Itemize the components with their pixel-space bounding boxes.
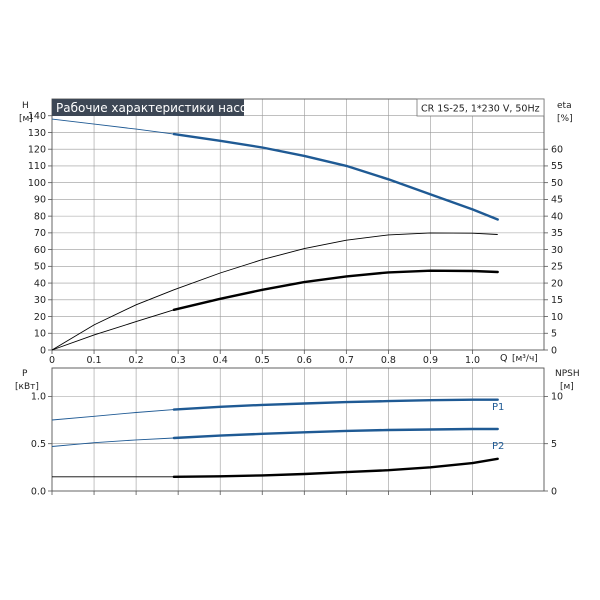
right-tick-label: 20: [551, 278, 563, 289]
x-tick-label: 0: [49, 355, 55, 366]
left-tick-label: 20: [34, 312, 46, 323]
npsh-axis-label: NPSH: [555, 369, 580, 379]
axes: [48, 98, 548, 495]
right-tick-label: 0: [551, 345, 557, 356]
left-tick-label: 50: [34, 262, 46, 273]
left-tick-label: 60: [34, 245, 46, 256]
left-tick-label: 70: [34, 228, 46, 239]
x-tick-label: 0.6: [297, 355, 312, 366]
p-axis-label: P: [22, 369, 28, 379]
left-tick-label: 0: [40, 345, 46, 356]
x-tick-label: 0.9: [423, 355, 438, 366]
p2-label: P2: [492, 441, 504, 452]
right-tick-label: 30: [551, 245, 563, 256]
right-tick-label: 50: [551, 178, 563, 189]
title-background: [52, 99, 244, 116]
left-tick-label: 130: [28, 128, 46, 139]
model-info: CR 1S-25, 1*230 V, 50Hz: [421, 104, 540, 115]
right-tick-label: 60: [551, 145, 563, 156]
left-tick-label: 30: [34, 295, 46, 306]
h-axis-label: H: [22, 101, 29, 111]
left-tick-label: 10: [34, 329, 46, 340]
x-tick-label: 0.5: [255, 355, 270, 366]
right-tick-label: 15: [551, 295, 563, 306]
x-tick-label: 0.7: [339, 355, 354, 366]
curve-eta-bold-operating: [172, 269, 499, 311]
left-tick-label: 100: [28, 178, 46, 189]
h-axis-unit: [м]: [19, 114, 33, 124]
curve-p1: [51, 399, 498, 421]
x-tick-label: 0.8: [381, 355, 396, 366]
curve-npsh-operating: [172, 457, 499, 478]
left-tick-label: 1.0: [31, 392, 46, 403]
left-tick-label: 120: [28, 145, 46, 156]
p1-label: P1: [492, 402, 504, 413]
tick-labels: 0102030405060708090100110120130140051015…: [28, 111, 563, 497]
right-tick-label: 25: [551, 262, 563, 273]
model-info-box: [416, 98, 545, 117]
x-tick-label: 0.1: [86, 355, 101, 366]
plot-frame: [51, 367, 545, 492]
p-axis-unit: [кВт]: [15, 382, 39, 392]
right-tick-label: 55: [551, 161, 563, 172]
chart-title: Рабочие характеристики насоса: [56, 101, 261, 115]
plot-frame: [51, 98, 545, 351]
curves: [51, 118, 499, 478]
right-tick-label: 0: [551, 486, 557, 497]
curve-p1-operating: [172, 398, 499, 411]
right-tick-label: 5: [551, 439, 557, 450]
right-tick-label: 40: [551, 211, 563, 222]
eta-axis-label: eta: [557, 101, 572, 111]
q-axis-label: Q: [500, 353, 507, 364]
left-tick-label: 80: [34, 211, 46, 222]
x-tick-label: 1.0: [465, 355, 480, 366]
left-tick-label: 110: [28, 161, 46, 172]
curve-eta-thin: [51, 232, 498, 351]
curve-eta-bold: [51, 270, 498, 351]
right-tick-label: 45: [551, 195, 563, 206]
right-tick-label: 10: [551, 312, 563, 323]
x-tick-label: 0.3: [171, 355, 186, 366]
left-tick-label: 90: [34, 195, 46, 206]
curve-p2-operating: [172, 427, 499, 440]
right-tick-label: 5: [551, 329, 557, 340]
right-tick-label: 10: [551, 392, 563, 403]
left-tick-label: 0.0: [31, 486, 46, 497]
eta-axis-unit: [%]: [557, 114, 573, 124]
npsh-axis-unit: [м]: [560, 382, 574, 392]
x-tick-label: 0.4: [213, 355, 228, 366]
x-tick-label: 0.2: [129, 355, 144, 366]
left-tick-label: 140: [28, 111, 46, 122]
left-tick-label: 40: [34, 278, 46, 289]
curve-h-operating: [172, 132, 499, 221]
curve-h: [51, 118, 498, 220]
q-axis-unit: [м³/ч]: [512, 354, 538, 364]
left-tick-label: 0.5: [31, 439, 46, 450]
right-tick-label: 35: [551, 228, 563, 239]
